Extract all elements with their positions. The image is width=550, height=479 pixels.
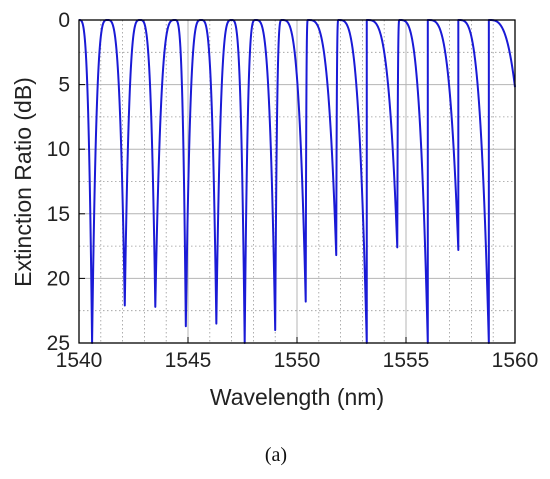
x-tick-label: 1545 (165, 349, 212, 372)
y-tick-label: 5 (58, 74, 70, 97)
x-tick-label: 1550 (274, 349, 321, 372)
y-tick-label: 0 (58, 9, 70, 32)
plot-area (78, 19, 516, 344)
y-axis-ticks: 0 5 10 15 20 25 (47, 9, 85, 355)
x-axis-title: Wavelength (nm) (210, 384, 384, 410)
figure-caption: (a) (265, 444, 287, 466)
y-tick-label: 15 (47, 203, 70, 226)
x-tick-label: 1540 (56, 349, 103, 372)
y-tick-label: 25 (47, 332, 70, 355)
y-tick-label: 20 (47, 267, 70, 290)
y-axis-title: Extinction Ratio (dB) (10, 77, 36, 287)
y-tick-label: 10 (47, 138, 70, 161)
x-tick-label: 1555 (383, 349, 430, 372)
x-axis-ticks: 1540 1545 1550 1555 1560 (56, 337, 539, 372)
x-tick-label: 1560 (492, 349, 539, 372)
